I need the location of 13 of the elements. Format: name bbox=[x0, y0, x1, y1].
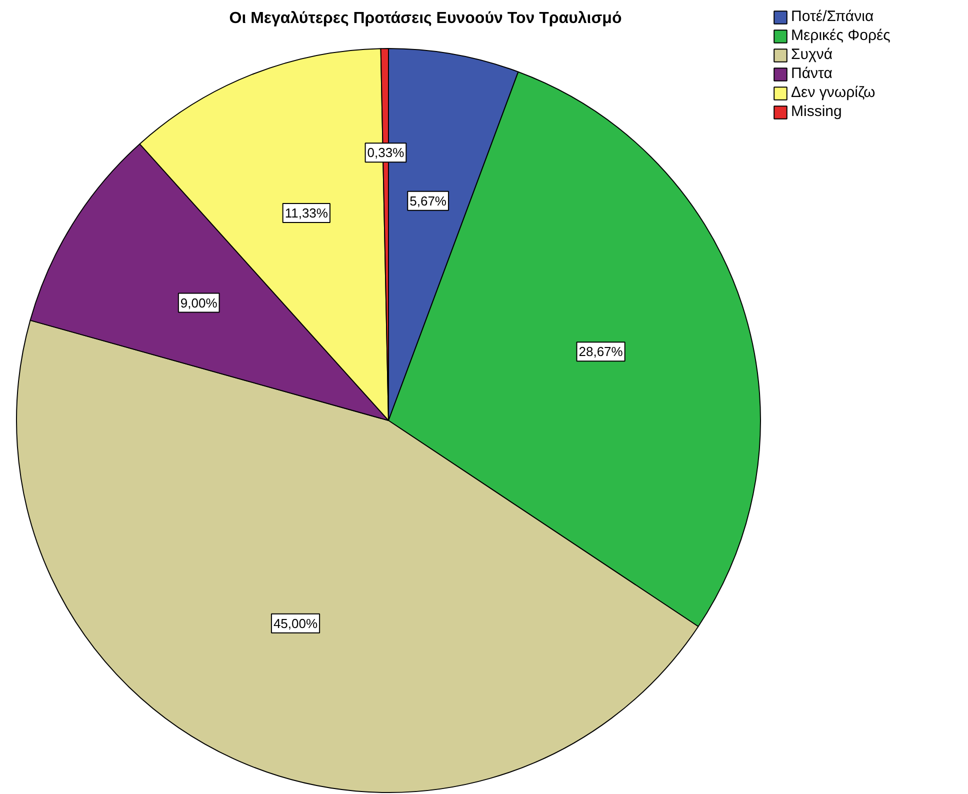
legend-label: Missing bbox=[791, 103, 842, 120]
data-label: 45,00% bbox=[273, 616, 318, 631]
data-label: 0,33% bbox=[367, 145, 405, 160]
chart-title: Οι Μεγαλύτερες Προτάσεις Ευνοούν Τον Τραυλισμό bbox=[229, 10, 622, 27]
data-label: 5,67% bbox=[410, 193, 447, 208]
legend-label: Μερικές Φορές bbox=[791, 27, 890, 44]
legend-label: Συχνά bbox=[791, 46, 833, 63]
legend-label: Πάντα bbox=[791, 65, 832, 82]
data-label: 28,67% bbox=[578, 344, 624, 360]
data-label: 11,33% bbox=[284, 205, 328, 220]
legend-label: Ποτέ/Σπάνια bbox=[791, 8, 874, 25]
legend-label: Δεν γνωρίζω bbox=[791, 84, 876, 101]
data-label: 9,00% bbox=[180, 295, 218, 310]
